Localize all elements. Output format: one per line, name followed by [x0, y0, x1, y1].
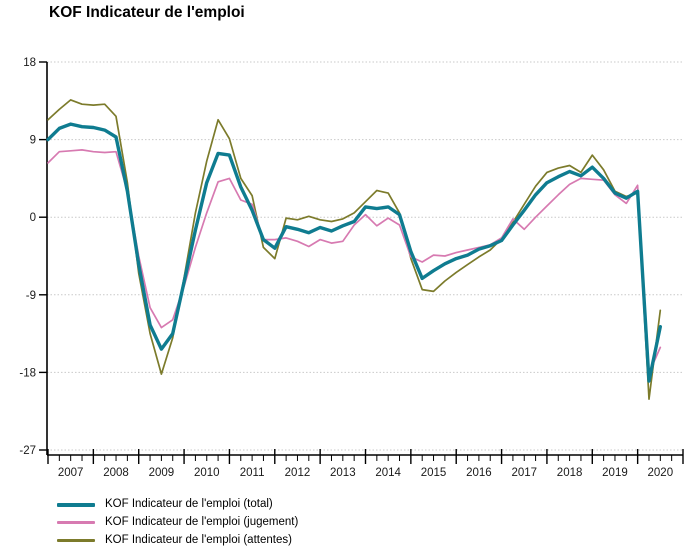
- legend-item-attentes: KOF Indicateur de l'emploi (attentes): [57, 533, 298, 548]
- legend-swatch-jugement: [57, 521, 95, 524]
- legend-label-total: KOF Indicateur de l'emploi (total): [105, 498, 273, 510]
- x-tick-label-2011: 2011: [240, 467, 265, 479]
- y-tick-label-9: 9: [30, 135, 36, 147]
- x-tick-label-2017: 2017: [511, 467, 537, 479]
- x-tick-label-2015: 2015: [421, 467, 447, 479]
- y-tick-label-0: 0: [30, 212, 36, 224]
- x-tick-label-2012: 2012: [285, 467, 311, 479]
- x-tick-label-2020: 2020: [648, 467, 674, 479]
- x-tick-label-2013: 2013: [330, 467, 356, 479]
- x-tick-label-2019: 2019: [602, 467, 628, 479]
- legend-swatch-attentes: [57, 539, 95, 542]
- y-tick-label--18: -18: [19, 367, 36, 379]
- x-tick-label-2009: 2009: [149, 467, 175, 479]
- legend-item-total: KOF Indicateur de l'emploi (total): [57, 497, 298, 512]
- legend-swatch-total: [57, 502, 95, 507]
- legend-item-jugement: KOF Indicateur de l'emploi (jugement): [57, 515, 298, 530]
- y-tick-label--27: -27: [19, 445, 36, 457]
- series-line-total: [46, 122, 662, 383]
- series-line-jugement: [47, 149, 662, 375]
- chart-title: KOF Indicateur de l'emploi: [49, 4, 245, 21]
- legend-label-attentes: KOF Indicateur de l'emploi (attentes): [105, 534, 292, 546]
- x-tick-label-2018: 2018: [557, 467, 583, 479]
- y-tick-label--9: -9: [26, 290, 36, 302]
- legend-label-jugement: KOF Indicateur de l'emploi (jugement): [105, 516, 299, 528]
- x-tick-label-2014: 2014: [375, 467, 401, 479]
- x-tick-label-2016: 2016: [466, 467, 492, 479]
- y-tick-label-18: 18: [23, 57, 36, 69]
- chart-legend: KOF Indicateur de l'emploi (total) KOF I…: [57, 497, 298, 548]
- series-line-attentes: [47, 99, 662, 400]
- x-tick-label-2008: 2008: [103, 467, 129, 479]
- x-tick-label-2007: 2007: [58, 467, 84, 479]
- x-tick-label-2010: 2010: [194, 467, 220, 479]
